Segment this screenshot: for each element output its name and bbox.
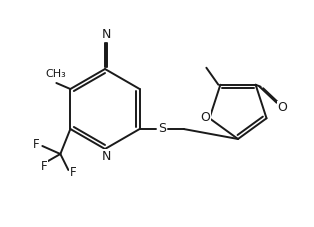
Text: N: N [101,27,111,40]
Text: O: O [201,111,210,124]
Text: O: O [278,101,288,114]
Text: CH₃: CH₃ [45,69,66,79]
Text: N: N [101,150,111,163]
Text: F: F [70,166,77,180]
Text: F: F [33,138,40,151]
Text: F: F [41,160,48,173]
Text: S: S [158,123,166,136]
